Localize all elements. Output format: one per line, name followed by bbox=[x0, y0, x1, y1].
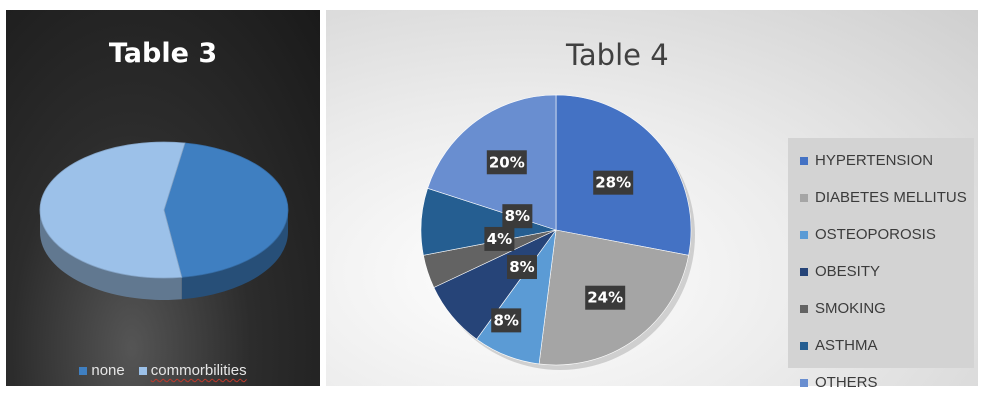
legend-item-obesity: OBESITY bbox=[788, 253, 974, 290]
legend-item-others: OTHERS bbox=[788, 364, 974, 401]
data-label-text: 8% bbox=[505, 207, 530, 225]
legend-label: commorbilities bbox=[150, 362, 247, 379]
legend-swatch bbox=[800, 378, 808, 387]
legend-swatch bbox=[138, 366, 147, 375]
pie-chart-3d bbox=[39, 141, 289, 300]
data-label-box bbox=[585, 285, 626, 310]
legend-swatch bbox=[79, 366, 88, 375]
legend-item-diabetes-mellitus: DIABETES MELLITUS bbox=[788, 179, 974, 216]
data-label-text: 28% bbox=[595, 174, 631, 192]
legend-swatch bbox=[800, 267, 808, 276]
chart-panel-table-4: Table 4 28% 24% 8% 8% 4% 8% 20% HYPERTENSION DI… bbox=[326, 10, 978, 391]
pie-slice-side-none bbox=[181, 210, 288, 300]
legend-item-none: none bbox=[79, 362, 125, 379]
data-label-smoking: 4% bbox=[484, 226, 515, 251]
data-label-text: 8% bbox=[493, 311, 518, 329]
data-label-others: 20% bbox=[486, 150, 527, 175]
legend: HYPERTENSION DIABETES MELLITUS OSTEOPOROSI… bbox=[788, 138, 974, 391]
data-label-box bbox=[593, 170, 634, 195]
data-label-text: 20% bbox=[489, 153, 525, 171]
legend: none commorbilities bbox=[6, 362, 320, 379]
legend-label: OTHERS bbox=[815, 374, 878, 391]
legend-swatch bbox=[800, 193, 808, 202]
legend-label: OBESITY bbox=[815, 263, 881, 280]
legend-label: DIABETES MELLITUS bbox=[815, 189, 967, 206]
data-label-diabetes-mellitus: 24% bbox=[585, 285, 626, 310]
legend-swatch bbox=[800, 156, 808, 165]
legend-item-asthma: ASTHMA bbox=[788, 327, 974, 364]
legend-swatch bbox=[800, 341, 808, 350]
chart-panel-table-3: Table 3 none commorbilities bbox=[6, 10, 320, 386]
data-label-box bbox=[486, 150, 527, 175]
legend-label: SMOKING bbox=[815, 300, 886, 317]
data-label-obesity: 8% bbox=[506, 255, 537, 280]
legend-label: none bbox=[91, 362, 125, 379]
legend-item-smoking: SMOKING bbox=[788, 290, 974, 327]
chart-title: Table 3 bbox=[108, 38, 218, 69]
legend-item-osteoporosis: OSTEOPOROSIS bbox=[788, 216, 974, 253]
legend-label: ASTHMA bbox=[815, 337, 878, 354]
legend-item-commorbilities: commorbilities bbox=[138, 362, 247, 379]
pie-slice-none bbox=[163, 142, 289, 278]
legend-label: OSTEOPOROSIS bbox=[815, 226, 936, 243]
data-label-asthma: 8% bbox=[502, 204, 533, 229]
data-label-box bbox=[506, 255, 537, 280]
legend-label: HYPERTENSION bbox=[815, 152, 934, 169]
chart-title: Table 4 bbox=[566, 38, 669, 72]
data-label-box bbox=[502, 204, 533, 229]
pie-slice-commorbilities bbox=[39, 141, 186, 279]
data-label-hypertension: 28% bbox=[593, 170, 634, 195]
legend-item-hypertension: HYPERTENSION bbox=[788, 142, 974, 179]
legend-swatch bbox=[800, 230, 808, 239]
data-label-box bbox=[491, 308, 522, 333]
data-label-box bbox=[484, 226, 515, 251]
data-label-osteoporosis: 8% bbox=[491, 308, 522, 333]
data-label-text: 8% bbox=[509, 258, 534, 276]
pie-chart: 28% 24% 8% 8% 4% 8% 20% bbox=[420, 94, 695, 370]
legend-swatch bbox=[800, 304, 808, 313]
data-label-text: 24% bbox=[587, 289, 623, 307]
data-label-text: 4% bbox=[487, 230, 512, 248]
